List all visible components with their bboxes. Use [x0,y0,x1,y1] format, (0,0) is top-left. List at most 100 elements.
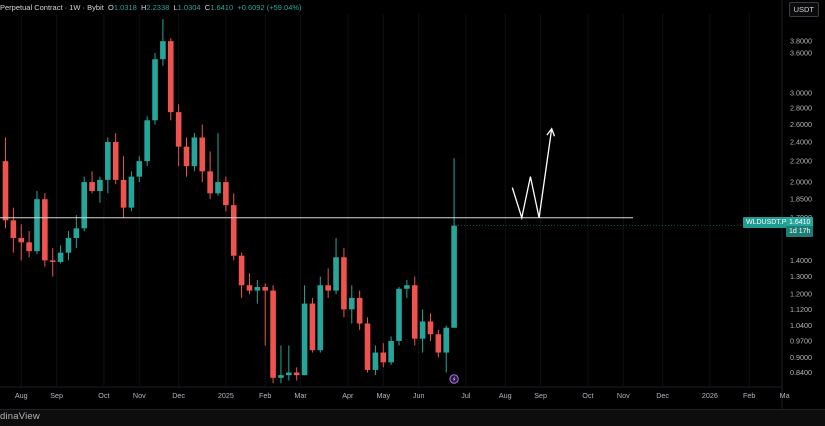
candle-15 [120,156,127,218]
candle-body-33 [262,287,269,291]
price-tick-label-7: 2.0000 [790,178,812,187]
price-tick-label-5: 2.4000 [790,138,812,147]
candle-body-54 [427,321,434,335]
candle-20 [160,19,166,66]
candle-6 [49,248,56,277]
candle-body-1 [10,220,17,239]
candle-body-26 [207,171,213,194]
candle-body-29 [230,205,237,256]
candle-body-32 [254,287,261,291]
projection-path[interactable] [511,128,553,221]
candle-body-38 [301,303,308,376]
candle-body-5 [42,199,48,261]
candle-3 [26,231,32,258]
low-label: L [173,3,178,12]
overlays [0,127,782,384]
candle-body-41 [325,285,331,291]
candle-body-19 [152,59,158,121]
price-tick-label-2: 3.0000 [790,89,812,98]
candle-body-10 [81,182,87,229]
candle-body-46 [364,323,371,370]
time-tick-label-15: Nov [617,391,630,400]
candle-body-11 [89,182,95,192]
time-tick-label-6: Feb [259,391,271,400]
price-axis[interactable]: 3.8000 3.6000 3.0000 2.8000 2.6000 2.4000 2.20… [781,0,812,409]
time-axis[interactable]: Aug Sep Oct Nov Dec 2025 Feb Mar Apr May Jun Jul Aug… [0,386,790,400]
price-tick-label-14: 1.0400 [790,321,812,330]
candle-body-23 [183,146,190,167]
candle-body-0 [2,161,9,221]
time-tick-label-1: Sep [50,391,63,400]
price-tick-label-12: 1.2000 [790,290,812,299]
candle-31 [246,273,253,295]
candle-body-2 [18,238,25,243]
time-tick-label-19: Ma [780,391,790,400]
price-tick-label-10: 1.4000 [790,256,812,265]
time-tick-label-5: 2025 [218,391,234,400]
candle-21 [167,38,174,121]
candle-17 [136,156,143,183]
time-tick-label-3: Nov [133,391,146,400]
candle-body-43 [341,257,347,310]
candle-12 [97,176,103,203]
candle-body-3 [26,242,32,252]
candle-19 [152,53,158,125]
time-tick-label-7: Mar [294,391,307,400]
candle-5 [42,193,48,267]
candle-8 [65,231,72,261]
candle-body-30 [238,255,245,286]
candle-43 [341,248,347,318]
candle-44 [348,285,355,324]
candle-33 [262,283,269,346]
candle-body-27 [215,182,221,194]
candle-0 [2,137,9,229]
lightning-glyph [452,376,456,382]
candle-42 [333,238,339,295]
candle-54 [427,313,434,341]
time-tick-label-17: 2026 [702,391,718,400]
price-tick-label-8: 1.8500 [790,195,812,204]
projection-arrowhead [546,127,556,137]
candle-body-57 [451,225,457,328]
time-tick-label-2: Oct [98,391,109,400]
candle-body-47 [372,352,379,370]
candle-11 [89,171,95,194]
price-tag-countdown: 1d 17h [786,226,814,237]
candle-2 [18,224,25,261]
time-tick-label-0: Aug [15,391,28,400]
candle-body-49 [388,340,394,363]
time-tick-label-11: Jul [461,391,471,400]
currency-button[interactable]: USDT [788,2,819,17]
candle-body-24 [191,137,198,167]
candle-body-53 [419,321,426,339]
open-value: 1.0318 [113,3,137,12]
low-value: 1.0304 [177,3,201,12]
close-value: 1.6410 [210,3,234,12]
time-tick-label-4: Dec [172,391,185,400]
candle-body-18 [144,120,150,162]
candle-body-4 [34,199,40,252]
price-tag-symbol: WLDUSDT.P [743,217,790,228]
price-tick-label-0: 3.8000 [790,37,812,46]
candle-28 [223,176,229,212]
price-tick-label-11: 1.3000 [790,272,812,281]
candle-22 [175,104,182,167]
candle-4 [34,191,40,255]
candle-body-12 [97,179,103,192]
symbol-legend: Perpetual Contract · 1W · Bybit O1.0318 … [0,3,302,12]
candle-body-22 [175,112,182,147]
candle-body-44 [348,297,355,310]
candle-body-52 [411,285,418,339]
candle-10 [81,176,87,232]
close-label: C [204,3,211,12]
candle-1 [10,207,17,253]
candle-16 [128,171,135,212]
candle-40 [317,276,324,353]
candle-26 [207,151,213,200]
candle-30 [238,252,245,298]
price-tick-label-6: 2.2000 [790,157,812,166]
time-tick-label-8: Apr [342,391,354,400]
price-tick-label-3: 2.8000 [790,104,812,113]
candle-36 [286,345,292,381]
